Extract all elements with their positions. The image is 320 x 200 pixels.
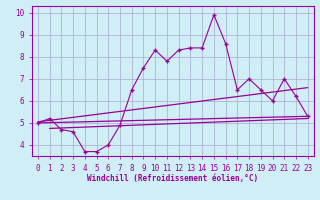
X-axis label: Windchill (Refroidissement éolien,°C): Windchill (Refroidissement éolien,°C) xyxy=(87,174,258,183)
